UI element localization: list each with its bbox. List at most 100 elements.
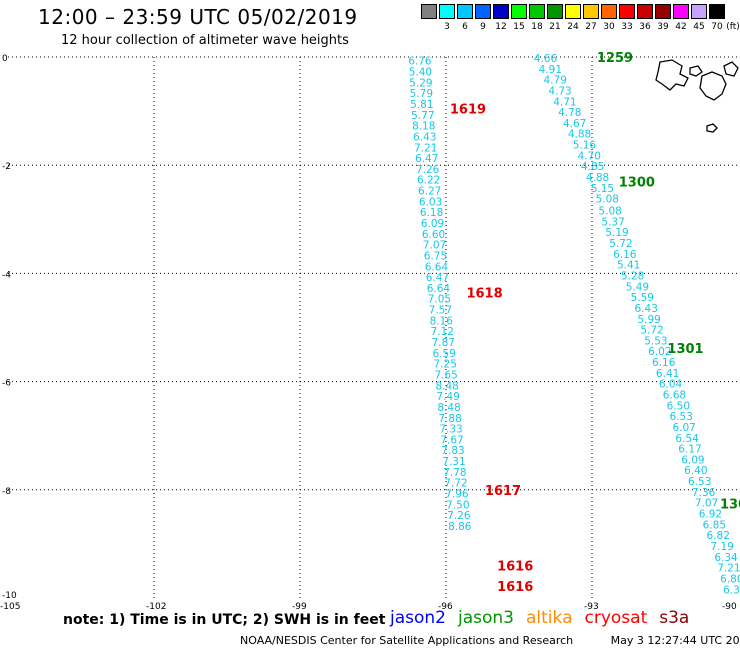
swh-value: 7.67 — [440, 434, 463, 446]
map-ticks: -105 -102 -99 -96 -93 -90 0 -2 -4 -6 -8 -10 — [0, 54, 737, 612]
legend-unit: (ft) — [726, 22, 740, 32]
legend-label: 39 — [657, 22, 669, 32]
swh-value: 4.78 — [558, 107, 581, 119]
legend-swatch — [691, 4, 707, 19]
satellite-legend: jason2 jason3 altika cryosat s3a — [390, 608, 701, 628]
lat-tick-label: 0 — [2, 54, 8, 64]
swh-value: 5.49 — [626, 281, 649, 293]
swh-value: 6.59 — [433, 348, 456, 360]
swh-value: 6.07 — [672, 422, 695, 434]
lon-tick-label: -102 — [146, 602, 166, 612]
swh-value: 4.67 — [563, 118, 586, 130]
swh-value: 6.43 — [413, 131, 436, 143]
swh-value: 7.26 — [416, 164, 440, 176]
legend-label: 36 — [639, 22, 651, 32]
legend-swatch — [565, 4, 581, 19]
swh-value: 7.83 — [441, 445, 464, 457]
swh-value: 7.31 — [442, 456, 465, 468]
legend-label: 6 — [462, 22, 468, 32]
island-floreana — [706, 123, 718, 133]
legend-swatch — [637, 4, 653, 19]
swh-value: 7.96 — [445, 489, 469, 501]
swh-value: 4.88 — [568, 129, 591, 141]
swh-value: 7.07 — [423, 240, 446, 252]
legend-swatch — [673, 4, 689, 19]
swh-value: 6.50 — [667, 400, 690, 412]
swh-value: 6.54 — [675, 433, 699, 445]
galapagos-islands — [655, 59, 739, 133]
legend-swatch — [457, 4, 473, 19]
swh-value: 4.70 — [578, 150, 601, 162]
swh-value: 4.71 — [553, 96, 576, 108]
swh-value: 6.47 — [426, 272, 449, 284]
swh-value: 6.85 — [703, 519, 726, 531]
legend-swatch — [475, 4, 491, 19]
swh-value: 7.72 — [444, 478, 467, 490]
swh-value: 5.77 — [411, 110, 434, 122]
swh-value: 5.72 — [640, 325, 663, 337]
swh-value: 8.18 — [412, 121, 435, 133]
swh-value: 7.87 — [432, 337, 455, 349]
pass-time-label: 1259 — [597, 51, 633, 66]
lat-tick-label: -4 — [2, 270, 11, 280]
pass-time-label: 1619 — [450, 102, 486, 117]
legend-swatch — [547, 4, 563, 19]
swh-value: 7.50 — [446, 499, 469, 511]
swh-value: 4.66 — [534, 53, 558, 65]
swh-value: 6.60 — [422, 229, 445, 241]
swh-value: 7.25 — [434, 359, 457, 371]
satellite-altika: altika — [526, 608, 573, 628]
map-title: 12:00 – 23:59 UTC 05/02/2019 — [38, 5, 358, 29]
swh-value: 6.41 — [656, 368, 679, 380]
legend-label: 70 — [711, 22, 723, 32]
swh-value: 8.48 — [435, 380, 458, 392]
swh-value: 6.34 — [714, 552, 738, 564]
swh-value: 6.02 — [648, 346, 671, 358]
lat-tick-label: -2 — [2, 162, 11, 172]
legend-label: 42 — [675, 22, 687, 32]
swh-value: 6.53 — [670, 411, 693, 423]
swh-value: 6.53 — [688, 476, 711, 488]
swh-value: 7.33 — [439, 424, 462, 436]
swh-value: 6.27 — [418, 186, 441, 198]
legend-label: 12 — [495, 22, 507, 32]
legend-swatch — [439, 4, 455, 19]
legend-swatch — [511, 4, 527, 19]
swh-value: 6.09 — [681, 454, 704, 466]
island-san-cristobal — [723, 61, 739, 77]
swh-value: 5.16 — [573, 140, 597, 152]
legend-label: 33 — [621, 22, 633, 32]
legend-label: 27 — [585, 22, 597, 32]
swh-value: 6.18 — [420, 207, 443, 219]
legend-label: 3 — [444, 22, 450, 32]
swh-value: 4.85 — [581, 161, 604, 173]
swh-value: 6.16 — [652, 357, 676, 369]
pass-time-label: 1616 — [497, 560, 533, 575]
swh-value: 6.16 — [613, 249, 637, 261]
swh-value: 7.05 — [428, 294, 451, 306]
swh-value: 7.57 — [429, 305, 452, 317]
credit-footer: NOAA/NESDIS Center for Satellite Applica… — [240, 634, 740, 647]
credit-text: NOAA/NESDIS Center for Satellite Applica… — [240, 634, 574, 647]
swh-value: 7.26 — [447, 510, 471, 522]
pass-time-label: 1300 — [619, 175, 655, 190]
track-cryosat: 6.765.405.295.795.815.778.186.437.216.47… — [408, 56, 533, 595]
swh-value: 6.03 — [419, 196, 442, 208]
map-subtitle: 12 hour collection of altimeter wave hei… — [61, 33, 349, 48]
satellite-cryosat: cryosat — [584, 608, 648, 628]
lon-tick-label: -93 — [584, 602, 599, 612]
swh-value: 7.36 — [692, 487, 716, 499]
track-jason3: 4.664.914.794.734.714.784.674.885.164.70… — [534, 51, 740, 596]
legend-label: 15 — [513, 22, 525, 32]
swh-value: 8.48 — [437, 402, 460, 414]
legend-swatch — [655, 4, 671, 19]
swh-value: 5.28 — [621, 270, 644, 282]
swh-value: 6.38 — [723, 584, 740, 596]
swh-value: 5.59 — [631, 292, 654, 304]
lon-tick-label: -105 — [0, 602, 20, 612]
swh-value: 6.75 — [424, 250, 447, 262]
island-santiago — [689, 65, 703, 77]
swh-value: 6.68 — [663, 390, 686, 402]
swh-value: 5.40 — [409, 67, 432, 79]
